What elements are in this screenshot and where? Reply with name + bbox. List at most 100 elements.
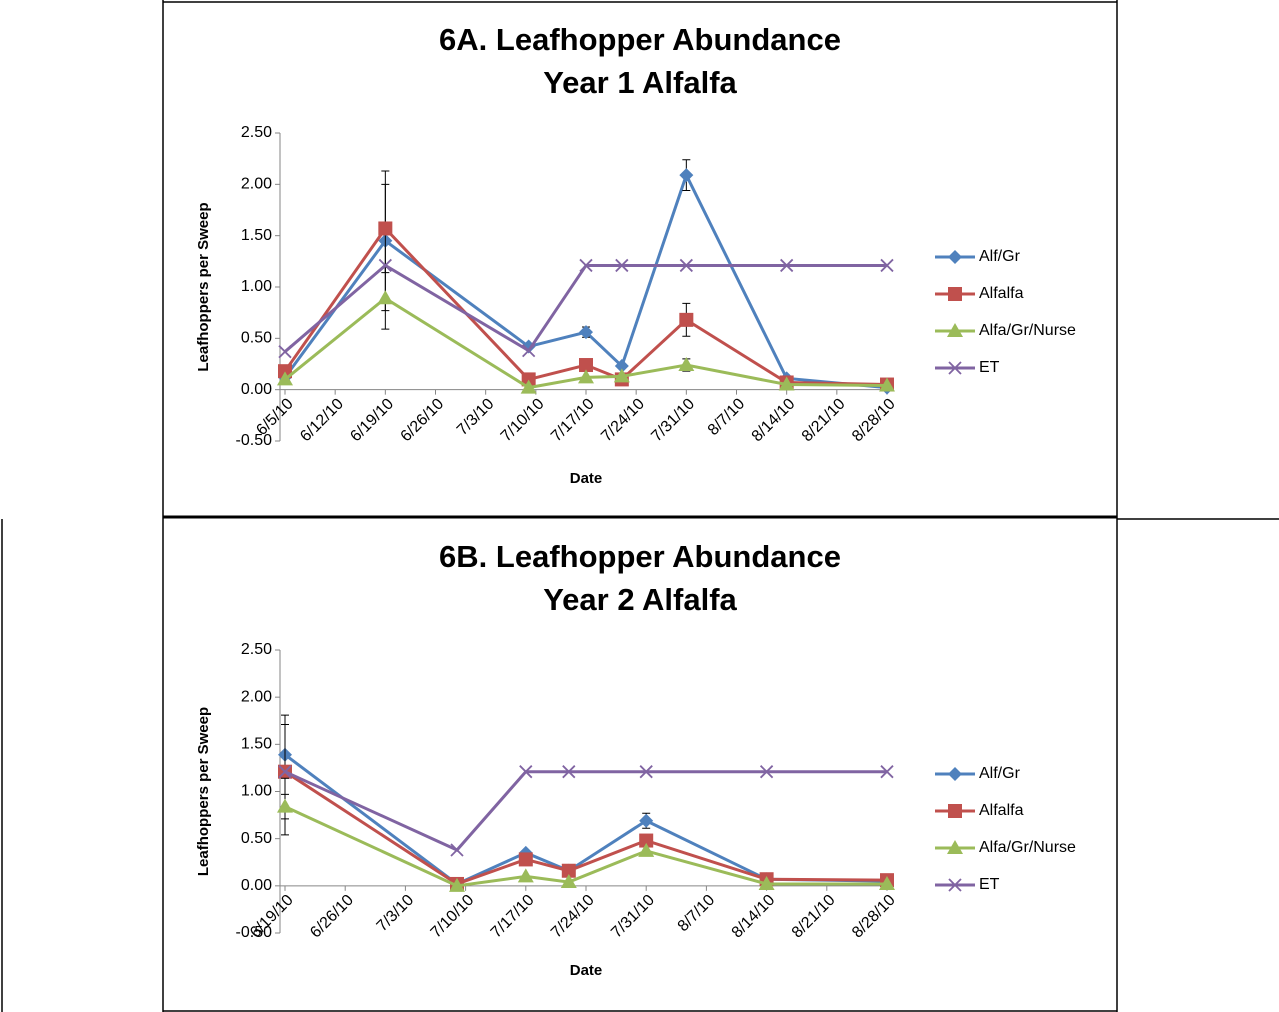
marker xyxy=(579,358,593,373)
x-tick-label: 8/7/10 xyxy=(705,395,749,439)
series xyxy=(277,777,895,892)
series xyxy=(278,724,894,891)
marker xyxy=(613,368,630,383)
y-tick-label: 1.00 xyxy=(241,278,272,295)
x-axis-title: Date xyxy=(570,962,603,979)
legend-label: Alfa/Gr/Nurse xyxy=(979,322,1076,339)
y-tick-label: 0.50 xyxy=(241,330,272,347)
x-tick-label: 7/3/10 xyxy=(454,395,498,439)
series xyxy=(278,183,894,392)
x-tick-label: 8/21/10 xyxy=(789,892,839,942)
marker xyxy=(449,877,465,892)
marker xyxy=(639,813,654,828)
marker xyxy=(278,765,292,779)
series-line xyxy=(284,770,887,852)
chart-title: Year 1 Alfalfa xyxy=(543,65,737,100)
marker xyxy=(948,804,962,818)
marker xyxy=(579,325,593,340)
x-tick-label: 7/10/10 xyxy=(428,892,478,942)
legend-label: ET xyxy=(979,876,1000,893)
chart-title: Year 2 Alfalfa xyxy=(543,582,737,617)
marker xyxy=(948,361,962,375)
marker xyxy=(277,798,293,813)
marker xyxy=(639,833,654,848)
y-axis-title: Leafhoppers per Sweep xyxy=(195,707,212,876)
series-line xyxy=(284,296,888,390)
x-tick-label: 6/26/10 xyxy=(307,892,357,942)
marker xyxy=(560,874,577,889)
marker xyxy=(517,868,534,883)
y-tick-label: -0.50 xyxy=(236,924,273,941)
x-tick-label: 8/7/10 xyxy=(675,892,719,936)
marker xyxy=(519,765,533,779)
x-tick-label: 6/5/10 xyxy=(253,395,297,439)
chart-title: 6B. Leafhopper Abundance xyxy=(439,539,841,574)
marker xyxy=(947,323,963,337)
marker xyxy=(778,376,795,391)
marker xyxy=(758,875,775,890)
marker xyxy=(378,258,392,273)
x-tick-label: 7/24/10 xyxy=(598,395,648,445)
marker xyxy=(948,878,962,892)
x-tick-label: 8/28/10 xyxy=(849,892,899,942)
marker xyxy=(679,168,694,183)
y-tick-label: 2.50 xyxy=(241,641,272,658)
marker xyxy=(879,875,895,890)
marker xyxy=(520,379,537,394)
marker xyxy=(518,852,533,867)
marker xyxy=(759,765,774,779)
chart: 6A. Leafhopper Abundance Year 1 Alfalfa -0… xyxy=(195,22,1076,487)
series-line xyxy=(284,805,887,888)
x-tick-label: 8/14/10 xyxy=(749,395,799,445)
series-line xyxy=(283,226,888,387)
x-tick-label: 7/3/10 xyxy=(374,892,418,936)
marker xyxy=(880,258,894,273)
marker xyxy=(678,357,695,372)
y-tick-label: -0.50 xyxy=(236,432,273,449)
marker xyxy=(614,359,629,374)
series-line xyxy=(283,171,888,390)
y-tick-label: 0.00 xyxy=(241,381,272,398)
x-tick-label: 6/19/10 xyxy=(347,395,397,445)
marker xyxy=(521,372,536,387)
marker xyxy=(615,258,629,273)
series xyxy=(278,765,894,857)
x-tick-label: 7/17/10 xyxy=(548,395,598,445)
y-tick-label: 0.50 xyxy=(241,830,272,847)
x-tick-label: 6/12/10 xyxy=(297,395,347,445)
marker xyxy=(639,765,653,779)
y-tick-label: 2.00 xyxy=(241,688,272,705)
series-line xyxy=(284,770,888,886)
marker xyxy=(880,765,894,779)
marker xyxy=(780,258,794,273)
x-tick-label: 8/14/10 xyxy=(729,892,779,942)
marker xyxy=(948,250,962,264)
marker xyxy=(948,287,962,301)
marker xyxy=(679,312,694,327)
marker xyxy=(377,290,394,305)
marker xyxy=(450,843,464,857)
marker xyxy=(948,767,962,781)
y-axis-title: Leafhoppers per Sweep xyxy=(195,202,212,371)
series-line xyxy=(284,263,887,353)
marker xyxy=(579,258,593,273)
series xyxy=(278,258,894,359)
legend-label: Alfalfa xyxy=(979,285,1024,302)
legend-label: Alf/Gr xyxy=(979,248,1021,265)
y-tick-label: 1.00 xyxy=(241,783,272,800)
legend-label: Alf/Gr xyxy=(979,765,1021,782)
legend-label: ET xyxy=(979,359,1000,376)
y-tick-label: 2.00 xyxy=(241,176,272,193)
y-tick-label: 1.50 xyxy=(241,736,272,753)
x-tick-label: 7/24/10 xyxy=(548,892,598,942)
marker xyxy=(378,221,393,236)
x-tick-label: 8/28/10 xyxy=(849,395,899,445)
marker xyxy=(277,371,293,386)
x-tick-label: 7/31/10 xyxy=(608,892,658,942)
marker xyxy=(947,840,963,854)
y-tick-label: 2.50 xyxy=(241,124,272,141)
y-tick-label: 1.50 xyxy=(241,227,272,244)
x-tick-label: 7/10/10 xyxy=(498,395,548,445)
